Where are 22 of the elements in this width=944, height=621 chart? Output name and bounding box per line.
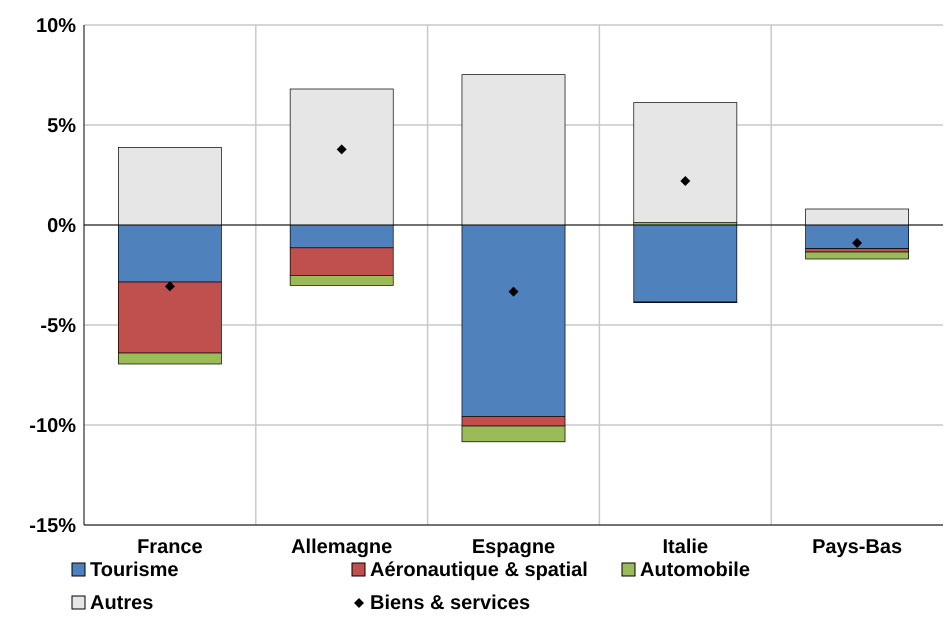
x-tick-label: Pays-Bas — [812, 536, 902, 558]
y-tick-label: -15% — [29, 515, 76, 537]
point — [164, 281, 175, 292]
point — [852, 238, 862, 248]
legend-label: Tourisme — [90, 559, 179, 581]
x-tick-label: Allemagne — [291, 536, 392, 558]
bar — [805, 252, 909, 260]
legend-label: Autres — [90, 592, 154, 614]
legend-label: Biens & services — [370, 592, 530, 614]
y-tick-label: 0% — [47, 215, 76, 237]
x-tick-label: Espagne — [472, 536, 556, 558]
legend-label: Automobile — [640, 559, 750, 581]
point — [680, 176, 690, 186]
point — [508, 286, 518, 297]
y-tick-label: -10% — [29, 415, 76, 437]
y-tick-label: -5% — [40, 315, 76, 337]
y-tick-label: 10% — [36, 15, 76, 37]
point — [336, 144, 347, 154]
legend-label: Aéronautique & spatial — [370, 559, 588, 581]
x-tick-label: Italie — [662, 536, 708, 558]
x-tick-label: France — [137, 536, 203, 558]
y-tick-label: 5% — [47, 115, 76, 137]
